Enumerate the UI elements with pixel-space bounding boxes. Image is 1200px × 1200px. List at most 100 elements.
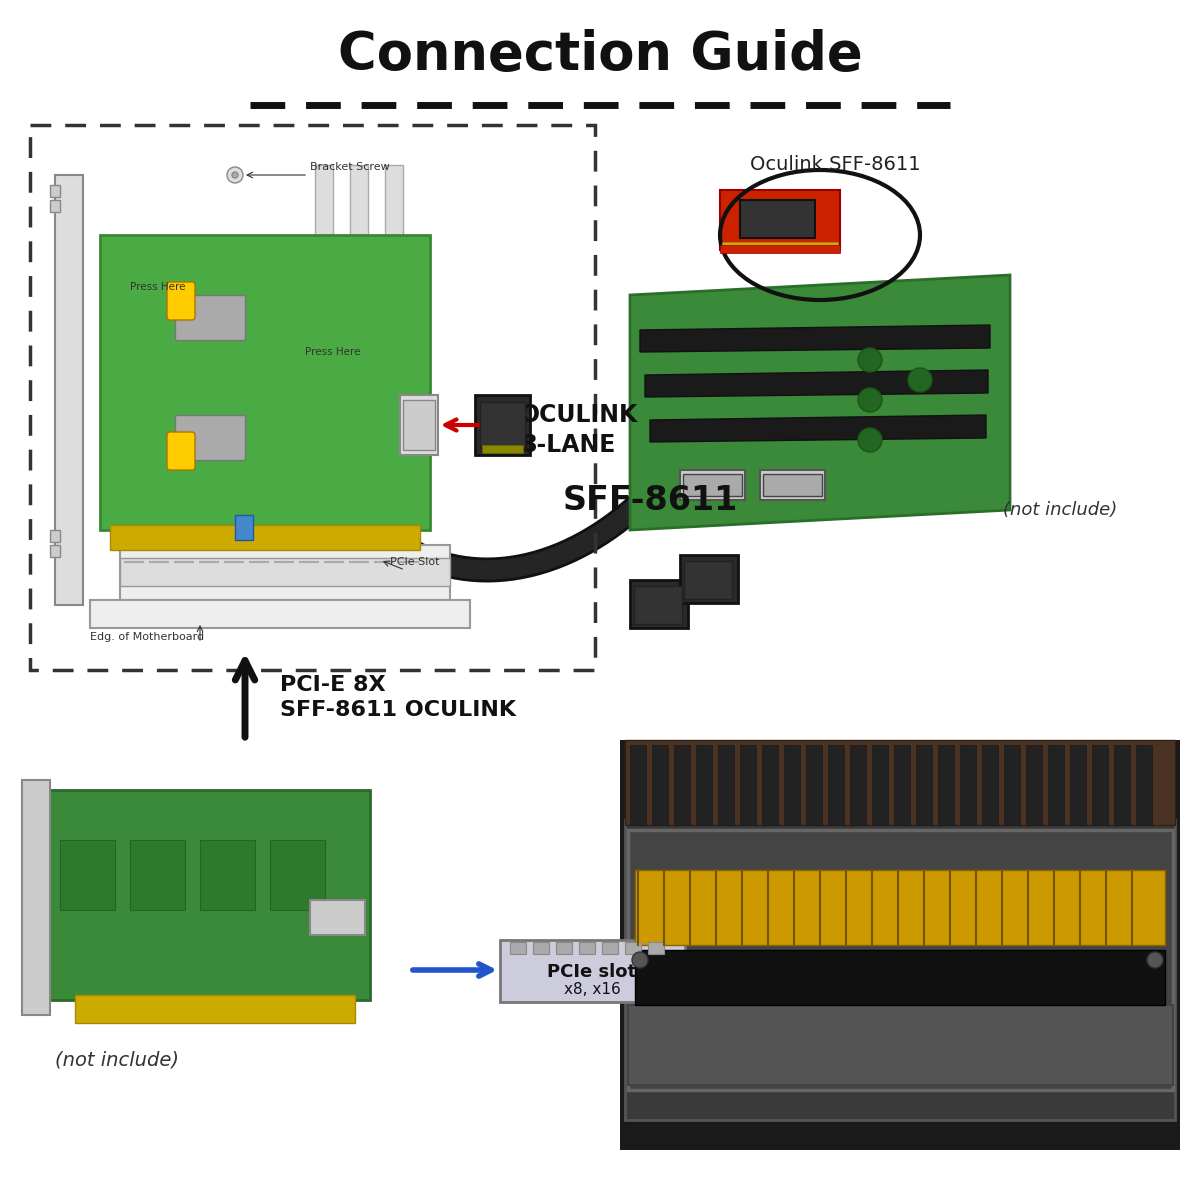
FancyBboxPatch shape (100, 235, 430, 530)
Text: (not include): (not include) (55, 1050, 179, 1069)
FancyBboxPatch shape (482, 445, 523, 452)
FancyBboxPatch shape (684, 560, 732, 599)
FancyBboxPatch shape (1136, 745, 1152, 826)
Polygon shape (640, 325, 990, 352)
Text: OCULINK
8-LANE: OCULINK 8-LANE (520, 403, 638, 457)
FancyBboxPatch shape (480, 402, 526, 448)
FancyBboxPatch shape (763, 474, 822, 496)
FancyBboxPatch shape (620, 740, 1180, 1150)
Text: Connection Guide: Connection Guide (337, 29, 863, 80)
FancyBboxPatch shape (602, 942, 618, 954)
FancyBboxPatch shape (120, 558, 450, 586)
Polygon shape (25, 790, 370, 1000)
FancyBboxPatch shape (350, 164, 368, 545)
FancyBboxPatch shape (740, 745, 756, 826)
FancyBboxPatch shape (762, 745, 778, 826)
FancyBboxPatch shape (475, 395, 530, 455)
FancyBboxPatch shape (580, 942, 595, 954)
FancyBboxPatch shape (960, 745, 976, 826)
Circle shape (632, 952, 648, 968)
FancyBboxPatch shape (167, 282, 194, 320)
Text: Edg. of Motherboard: Edg. of Motherboard (90, 632, 204, 642)
Text: PCI-E 8X: PCI-E 8X (280, 674, 385, 695)
FancyBboxPatch shape (760, 470, 826, 500)
FancyBboxPatch shape (556, 942, 572, 954)
FancyBboxPatch shape (270, 840, 325, 910)
Text: Oculink SFF-8611: Oculink SFF-8611 (750, 156, 920, 174)
FancyBboxPatch shape (648, 942, 664, 954)
Text: Press Here: Press Here (305, 347, 360, 358)
FancyBboxPatch shape (828, 745, 844, 826)
Text: (not include): (not include) (1003, 502, 1117, 518)
FancyBboxPatch shape (175, 295, 245, 340)
Text: Press Here: Press Here (130, 282, 186, 292)
FancyBboxPatch shape (625, 820, 1175, 1120)
FancyBboxPatch shape (784, 745, 800, 826)
FancyBboxPatch shape (1092, 745, 1108, 826)
FancyBboxPatch shape (696, 745, 712, 826)
Polygon shape (630, 275, 1010, 530)
FancyBboxPatch shape (630, 580, 688, 628)
FancyBboxPatch shape (200, 840, 256, 910)
Polygon shape (646, 370, 988, 397)
FancyBboxPatch shape (1114, 745, 1130, 826)
FancyBboxPatch shape (167, 432, 194, 470)
FancyBboxPatch shape (50, 530, 60, 542)
FancyBboxPatch shape (90, 600, 470, 628)
FancyBboxPatch shape (1048, 745, 1064, 826)
Text: SFF-8611 OCULINK: SFF-8611 OCULINK (280, 700, 516, 720)
Circle shape (858, 348, 882, 372)
FancyBboxPatch shape (403, 400, 436, 450)
FancyBboxPatch shape (720, 190, 840, 250)
FancyBboxPatch shape (314, 164, 334, 545)
FancyBboxPatch shape (674, 745, 690, 826)
FancyBboxPatch shape (982, 745, 998, 826)
FancyBboxPatch shape (938, 745, 954, 826)
FancyBboxPatch shape (400, 395, 438, 455)
FancyBboxPatch shape (625, 942, 641, 954)
FancyBboxPatch shape (130, 840, 185, 910)
FancyBboxPatch shape (894, 745, 910, 826)
FancyBboxPatch shape (683, 474, 742, 496)
FancyBboxPatch shape (652, 745, 668, 826)
FancyBboxPatch shape (175, 415, 245, 460)
FancyBboxPatch shape (630, 745, 646, 826)
FancyBboxPatch shape (533, 942, 550, 954)
FancyBboxPatch shape (806, 745, 822, 826)
FancyBboxPatch shape (385, 164, 403, 545)
Text: SFF-8611: SFF-8611 (563, 484, 738, 516)
FancyBboxPatch shape (74, 995, 355, 1022)
FancyBboxPatch shape (850, 745, 866, 826)
Polygon shape (650, 415, 986, 442)
FancyBboxPatch shape (235, 515, 253, 540)
FancyBboxPatch shape (50, 545, 60, 557)
FancyBboxPatch shape (718, 745, 734, 826)
FancyBboxPatch shape (110, 526, 420, 550)
FancyBboxPatch shape (120, 545, 450, 600)
FancyBboxPatch shape (60, 840, 115, 910)
Text: PCIe Slot: PCIe Slot (390, 557, 439, 566)
FancyBboxPatch shape (55, 175, 83, 605)
FancyBboxPatch shape (634, 586, 682, 624)
Circle shape (858, 388, 882, 412)
FancyBboxPatch shape (628, 1006, 1174, 1085)
FancyBboxPatch shape (722, 242, 838, 252)
Text: PCIe slot: PCIe slot (547, 962, 636, 982)
FancyBboxPatch shape (510, 942, 526, 954)
FancyBboxPatch shape (22, 780, 50, 1015)
FancyBboxPatch shape (720, 245, 840, 253)
FancyBboxPatch shape (310, 900, 365, 935)
FancyBboxPatch shape (1026, 745, 1042, 826)
FancyBboxPatch shape (916, 745, 932, 826)
FancyBboxPatch shape (1004, 745, 1020, 826)
FancyBboxPatch shape (680, 470, 745, 500)
FancyBboxPatch shape (628, 830, 1174, 1090)
FancyBboxPatch shape (635, 950, 1165, 1006)
Circle shape (227, 167, 242, 182)
FancyBboxPatch shape (680, 554, 738, 602)
FancyBboxPatch shape (625, 740, 1175, 826)
Circle shape (232, 172, 238, 178)
FancyBboxPatch shape (872, 745, 888, 826)
FancyBboxPatch shape (1070, 745, 1086, 826)
Text: x8, x16: x8, x16 (564, 983, 620, 997)
